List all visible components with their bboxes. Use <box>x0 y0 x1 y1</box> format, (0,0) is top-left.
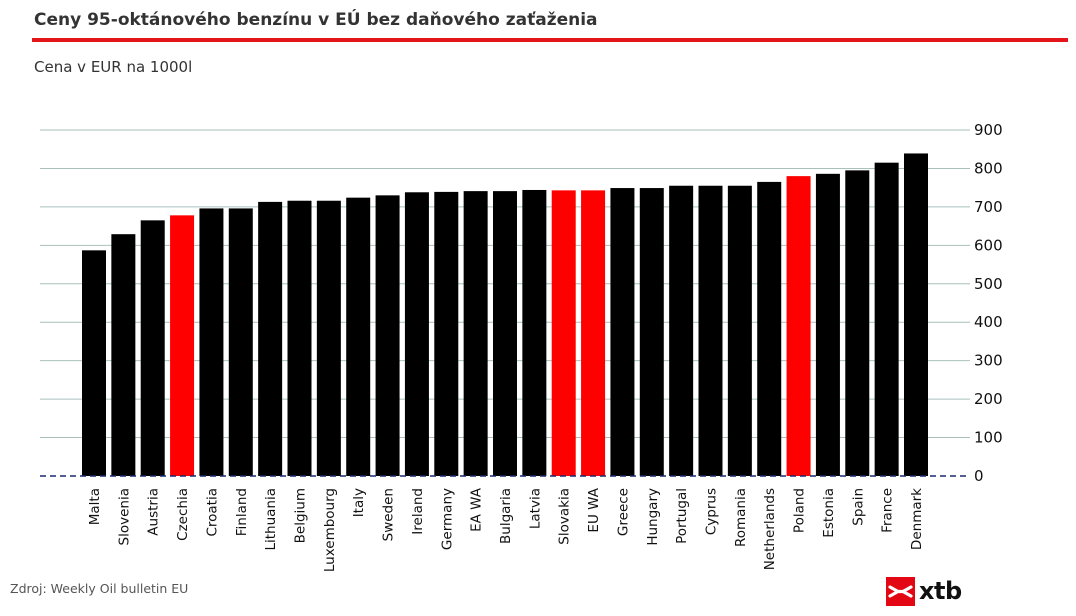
x-tick-label: Greece <box>615 488 631 536</box>
chart-title: Ceny 95-oktánového benzínu v EÚ bez daňo… <box>34 10 598 30</box>
bar-lithuania <box>258 201 283 476</box>
bar-netherlands <box>757 181 782 476</box>
bar-slovakia <box>551 190 576 476</box>
title-underline <box>32 38 1068 42</box>
y-tick-label: 200 <box>974 390 1003 408</box>
bar-czechia <box>170 215 195 476</box>
bar-latvia <box>522 189 547 476</box>
x-tick-label: Spain <box>850 488 866 526</box>
y-tick-label: 800 <box>974 159 1003 177</box>
x-tick-label: France <box>880 488 896 533</box>
x-tick-label: Estonia <box>821 488 837 538</box>
x-tick-label: Belgium <box>293 488 309 543</box>
bar-hungary <box>639 188 664 476</box>
bar-malta <box>82 250 106 476</box>
bar-finland <box>228 208 253 476</box>
x-tick-label: Czechia <box>175 488 191 541</box>
x-tick-label: Italy <box>351 488 367 517</box>
x-tick-label: EU WA <box>586 487 602 532</box>
y-tick-label: 700 <box>974 198 1003 216</box>
x-tick-label: Germany <box>439 488 455 550</box>
x-tick-label: Romania <box>733 488 749 547</box>
bar-estonia <box>815 173 840 476</box>
bar-ea-wa <box>463 191 488 477</box>
y-tick-label: 100 <box>974 429 1003 447</box>
bar-sweden <box>375 195 400 476</box>
bar-poland <box>786 176 811 476</box>
x-tick-label: Portugal <box>674 488 690 544</box>
bar-italy <box>346 197 371 476</box>
bar-belgium <box>287 200 312 476</box>
y-tick-label: 400 <box>974 313 1003 331</box>
bar-portugal <box>669 185 694 476</box>
x-tick-label: Cyprus <box>704 488 720 535</box>
x-tick-label: Slovenia <box>116 488 132 545</box>
bar-austria <box>140 220 165 476</box>
y-tick-label: 0 <box>974 467 984 485</box>
x-tick-label: Hungary <box>645 488 661 546</box>
bar-slovenia <box>111 234 136 476</box>
x-tick-label: Ireland <box>410 488 426 535</box>
x-tick-label: Denmark <box>909 488 925 550</box>
bar-cyprus <box>698 185 723 476</box>
x-tick-label: Croatia <box>204 488 220 537</box>
x-tick-label: Malta <box>87 488 103 525</box>
y-tick-label: 300 <box>974 352 1003 370</box>
x-tick-label: Finland <box>234 488 250 536</box>
x-tick-label: Netherlands <box>762 488 778 570</box>
x-tick-label: Bulgaria <box>498 488 514 544</box>
bar-denmark <box>904 153 928 476</box>
chart-subtitle: Cena v EUR na 1000l <box>34 58 193 76</box>
x-tick-label: Lithuania <box>263 488 279 551</box>
x-tick-label: EA WA <box>469 487 485 532</box>
x-tick-label: Luxembourg <box>322 488 338 572</box>
bar-ireland <box>404 192 429 476</box>
bar-greece <box>610 188 635 476</box>
bar-croatia <box>199 208 224 476</box>
x-tick-label: Slovakia <box>557 488 573 545</box>
y-tick-label: 900 <box>974 121 1003 139</box>
x-tick-label: Sweden <box>381 488 397 541</box>
bar-romania <box>727 185 752 476</box>
y-tick-label: 500 <box>974 275 1003 293</box>
bar-luxembourg <box>316 200 341 476</box>
x-tick-label: Latvia <box>527 488 543 529</box>
bar-bulgaria <box>493 191 517 477</box>
xtb-logo-icon <box>886 577 915 606</box>
source-note: Zdroj: Weekly Oil bulletin EU <box>10 581 189 596</box>
bar-germany <box>434 191 459 476</box>
bar-chart: 0 100 200 300 400 500 600 700 800 900 Malta Sloveni… <box>40 121 1003 572</box>
x-tick-label: Austria <box>146 488 162 536</box>
bar-eu-wa <box>581 190 606 476</box>
xtb-logo: xtb <box>886 577 962 606</box>
x-tick-label: Poland <box>792 488 808 533</box>
bar-spain <box>845 170 870 476</box>
y-tick-label: 600 <box>974 236 1003 254</box>
logo-wordmark: xtb <box>919 577 962 605</box>
bar-france <box>874 162 899 476</box>
